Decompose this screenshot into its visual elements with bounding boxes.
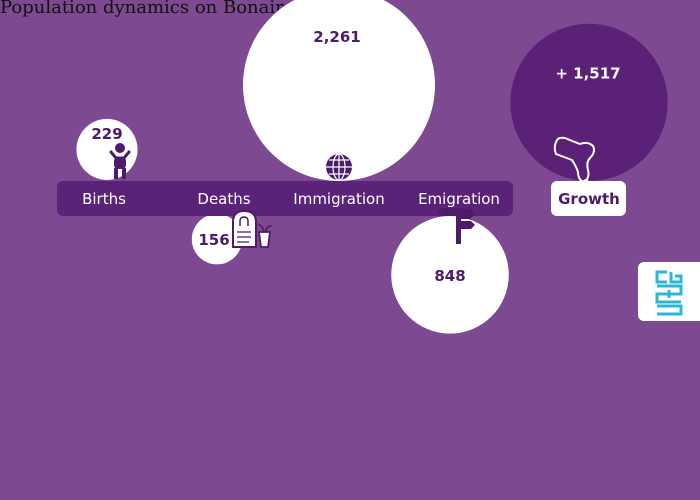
bubble-deaths [191, 214, 243, 265]
category-label-deaths: Deaths [197, 190, 250, 208]
value-label-births: 229 [91, 125, 122, 143]
value-label-growth: + 1,517 [555, 65, 620, 83]
value-label-emigration: 848 [434, 267, 465, 285]
gravestone-icon [232, 209, 273, 248]
chart-title: Population dynamics on Bonaire, 2022 [0, 0, 352, 18]
category-label-immigration: Immigration [293, 190, 384, 208]
category-bar [57, 181, 513, 216]
value-label-immigration: 2,261 [313, 28, 360, 46]
category-label-growth: Growth [558, 190, 620, 208]
bubble-immigration [243, 0, 435, 181]
cbs-logo[interactable] [638, 262, 700, 321]
growth-label-box [551, 181, 626, 216]
cbs-logo-icon [655, 270, 683, 316]
baby-icon [109, 143, 131, 179]
signpost-icon [438, 208, 475, 244]
value-label-deaths: 156 [198, 231, 229, 249]
bubble-emigration [391, 216, 509, 334]
category-label-births: Births [82, 190, 126, 208]
bubble-growth [510, 23, 668, 181]
category-label-emigration: Emigration [418, 190, 500, 208]
globe-icon [326, 153, 352, 181]
bonaire-island-icon [553, 136, 595, 185]
